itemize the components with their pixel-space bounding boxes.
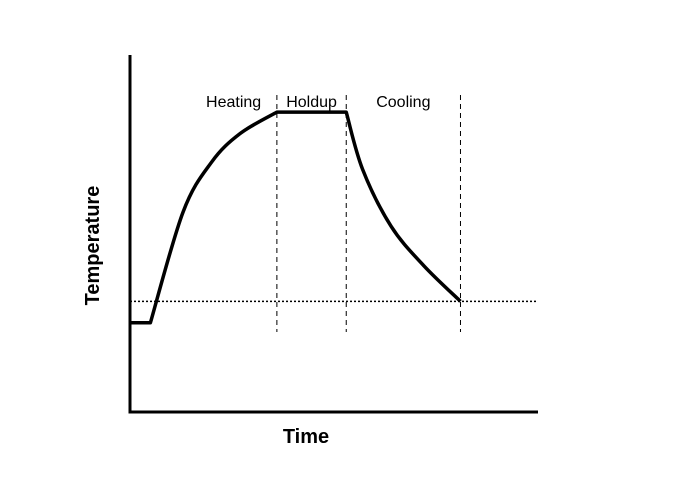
phase-label-heating: Heating xyxy=(206,94,261,111)
phase-boundaries xyxy=(276,95,461,332)
phase-label-cooling: Cooling xyxy=(376,94,430,111)
y-axis-title: Temperature xyxy=(82,186,104,306)
temperature-curve xyxy=(130,110,462,325)
x-axis-title: Time xyxy=(283,426,329,448)
phase-labels: Heating Holdup Cooling xyxy=(206,94,430,111)
phase-label-holdup: Holdup xyxy=(286,94,337,111)
